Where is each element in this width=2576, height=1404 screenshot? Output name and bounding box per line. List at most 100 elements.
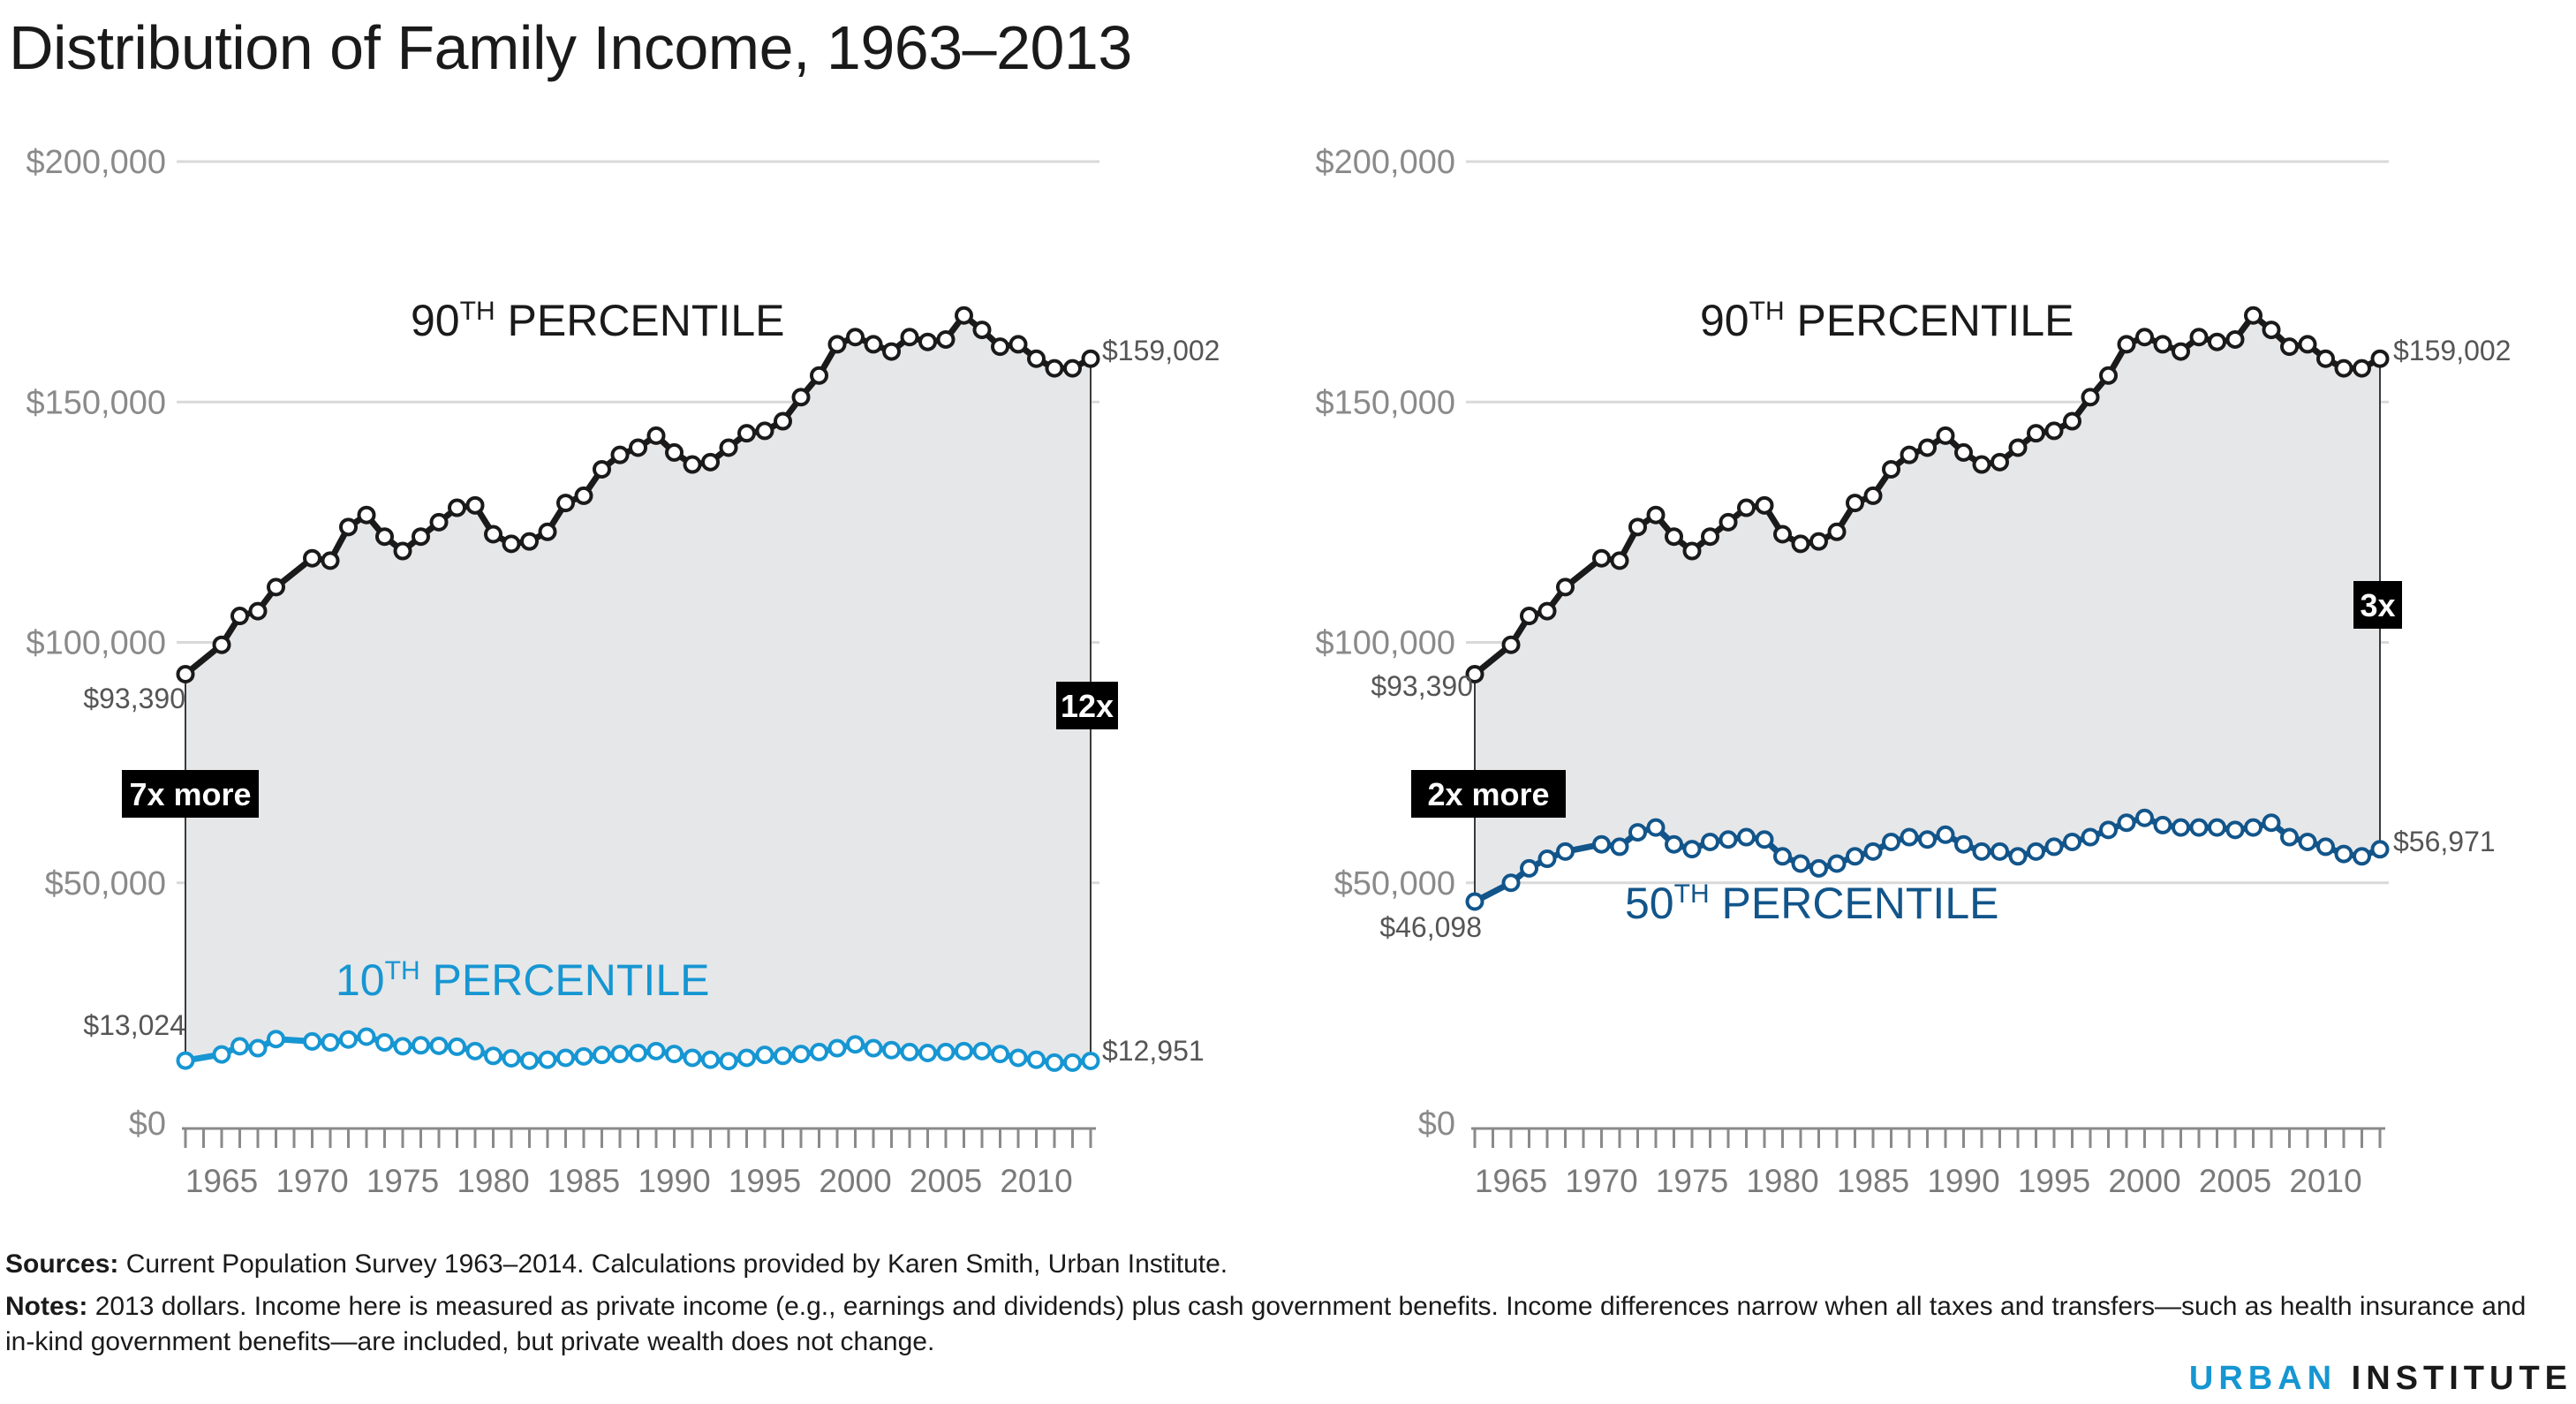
data-point-90th bbox=[665, 442, 684, 462]
data-point-90th bbox=[176, 664, 195, 683]
data-point-90th bbox=[2244, 306, 2262, 325]
data-point-50th bbox=[2262, 813, 2281, 833]
data-point-90th bbox=[2153, 335, 2172, 354]
gap-shaded-area bbox=[1475, 315, 2380, 902]
data-point-10th bbox=[701, 1050, 720, 1069]
data-point-90th bbox=[1665, 527, 1683, 547]
gap-shaded-area bbox=[185, 315, 1091, 1063]
data-point-10th bbox=[429, 1036, 449, 1055]
data-point-90th bbox=[1465, 664, 1484, 683]
data-point-90th bbox=[701, 452, 720, 472]
data-point-90th bbox=[1846, 494, 1864, 513]
data-point-50th bbox=[2334, 844, 2353, 864]
data-point-90th bbox=[2081, 388, 2100, 407]
urban-institute-logo: URBAN INSTITUTE bbox=[2189, 1360, 2572, 1398]
y-tick-label: $0 bbox=[129, 1106, 166, 1143]
data-point-50th bbox=[1501, 873, 1521, 893]
data-point-10th bbox=[1063, 1053, 1082, 1072]
x-tick-label: 1970 bbox=[276, 1163, 348, 1199]
start-value-label: $13,024 bbox=[83, 1009, 185, 1041]
data-point-90th bbox=[2099, 366, 2118, 385]
data-point-90th bbox=[465, 495, 485, 515]
data-point-90th bbox=[393, 541, 412, 561]
data-point-90th bbox=[2298, 335, 2317, 354]
data-point-90th bbox=[1773, 525, 1792, 544]
start-value-label: $46,098 bbox=[1379, 911, 1482, 943]
footnotes: Sources: Current Population Survey 1963–… bbox=[5, 1247, 2557, 1367]
sources-label: Sources: bbox=[5, 1249, 119, 1279]
notes-text: 2013 dollars. Income here is measured as… bbox=[5, 1292, 2527, 1356]
data-point-90th bbox=[2262, 321, 2281, 340]
data-point-90th bbox=[520, 532, 539, 551]
data-point-90th bbox=[484, 525, 502, 544]
data-point-90th bbox=[1592, 548, 1611, 568]
data-point-50th bbox=[1556, 842, 1575, 861]
data-point-50th bbox=[1991, 842, 2009, 861]
data-point-90th bbox=[810, 366, 828, 385]
data-point-10th bbox=[972, 1041, 992, 1061]
data-point-90th bbox=[412, 527, 430, 547]
data-point-50th bbox=[1610, 837, 1629, 857]
data-point-10th bbox=[393, 1037, 412, 1056]
data-point-90th bbox=[2225, 329, 2245, 349]
data-point-10th bbox=[303, 1031, 321, 1051]
x-tick-label: 2000 bbox=[2108, 1163, 2180, 1199]
data-point-50th bbox=[2189, 818, 2209, 837]
data-point-10th bbox=[755, 1045, 774, 1065]
data-point-90th bbox=[574, 486, 593, 505]
ratio-start-label: 7x more bbox=[129, 776, 251, 812]
series-name-text: PERCENTILE bbox=[1710, 879, 1999, 928]
data-point-90th bbox=[1628, 517, 1647, 537]
data-point-10th bbox=[936, 1042, 956, 1061]
data-point-50th bbox=[2153, 815, 2172, 834]
data-point-90th bbox=[972, 321, 992, 340]
data-point-90th bbox=[2117, 335, 2136, 354]
x-tick-label: 1970 bbox=[1565, 1163, 1637, 1199]
data-point-50th bbox=[2280, 827, 2299, 847]
data-point-10th bbox=[683, 1048, 702, 1068]
notes-line: Notes: 2013 dollars. Income here is meas… bbox=[5, 1289, 2557, 1360]
end-value-label: $159,002 bbox=[1102, 335, 1220, 366]
data-point-10th bbox=[719, 1052, 738, 1071]
data-point-10th bbox=[900, 1042, 919, 1061]
data-point-10th bbox=[484, 1046, 502, 1066]
data-point-10th bbox=[593, 1045, 611, 1065]
data-point-10th bbox=[248, 1038, 268, 1058]
data-point-90th bbox=[2044, 421, 2064, 441]
y-tick-label: $0 bbox=[1418, 1106, 1455, 1143]
series-name-number: 90 bbox=[1700, 296, 1749, 345]
data-point-50th bbox=[2316, 837, 2335, 857]
end-value-label: $159,002 bbox=[2393, 335, 2511, 366]
data-point-50th bbox=[2099, 820, 2118, 840]
series-name-suffix: TH bbox=[460, 297, 495, 326]
data-point-90th bbox=[1063, 359, 1082, 378]
data-point-10th bbox=[339, 1030, 358, 1049]
data-point-90th bbox=[955, 306, 973, 325]
data-point-50th bbox=[1520, 858, 1538, 878]
data-point-10th bbox=[1027, 1050, 1046, 1069]
data-point-10th bbox=[375, 1033, 394, 1053]
data-point-10th bbox=[357, 1027, 376, 1046]
data-point-90th bbox=[1646, 505, 1666, 525]
data-point-90th bbox=[2172, 342, 2190, 361]
data-point-90th bbox=[248, 601, 268, 621]
data-point-10th bbox=[991, 1045, 1009, 1064]
y-tick-label: $150,000 bbox=[1316, 384, 1456, 421]
sources-line: Sources: Current Population Survey 1963–… bbox=[5, 1247, 2557, 1282]
data-point-90th bbox=[1809, 532, 1828, 551]
chart-panel-1: $0 $50,000 $100,000 $150,000 $200,000 1965 197… bbox=[26, 144, 1220, 1199]
data-point-90th bbox=[538, 522, 557, 541]
y-tick-label: $100,000 bbox=[26, 625, 167, 662]
data-point-10th bbox=[321, 1033, 340, 1053]
data-point-90th bbox=[646, 426, 666, 445]
data-point-50th bbox=[2172, 818, 2190, 837]
y-tick-label: $150,000 bbox=[26, 384, 167, 421]
data-point-50th bbox=[1701, 832, 1719, 851]
x-tick-label: 2000 bbox=[819, 1163, 891, 1199]
data-point-90th bbox=[1791, 534, 1810, 554]
data-point-50th bbox=[2063, 832, 2081, 851]
data-point-50th bbox=[1719, 830, 1738, 849]
data-point-90th bbox=[1682, 541, 1702, 561]
ratio-end-box bbox=[1056, 682, 1118, 729]
data-point-50th bbox=[1755, 830, 1774, 849]
